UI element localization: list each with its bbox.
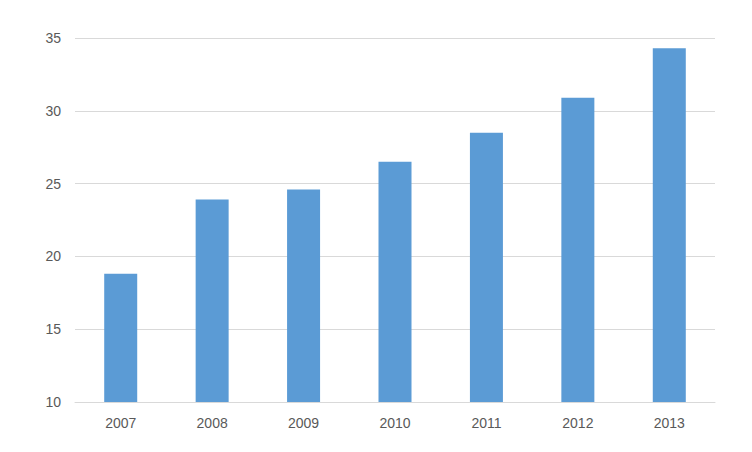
svg-text:20: 20 [45,248,61,264]
svg-text:2008: 2008 [197,415,228,431]
svg-text:25: 25 [45,176,61,192]
svg-text:35: 35 [45,30,61,46]
svg-text:10: 10 [45,394,61,410]
svg-text:2007: 2007 [105,415,136,431]
svg-text:2012: 2012 [562,415,593,431]
svg-text:15: 15 [45,321,61,337]
svg-text:2009: 2009 [288,415,319,431]
svg-text:2010: 2010 [379,415,410,431]
svg-text:30: 30 [45,103,61,119]
svg-text:2011: 2011 [471,415,501,431]
svg-text:2013: 2013 [654,415,685,431]
